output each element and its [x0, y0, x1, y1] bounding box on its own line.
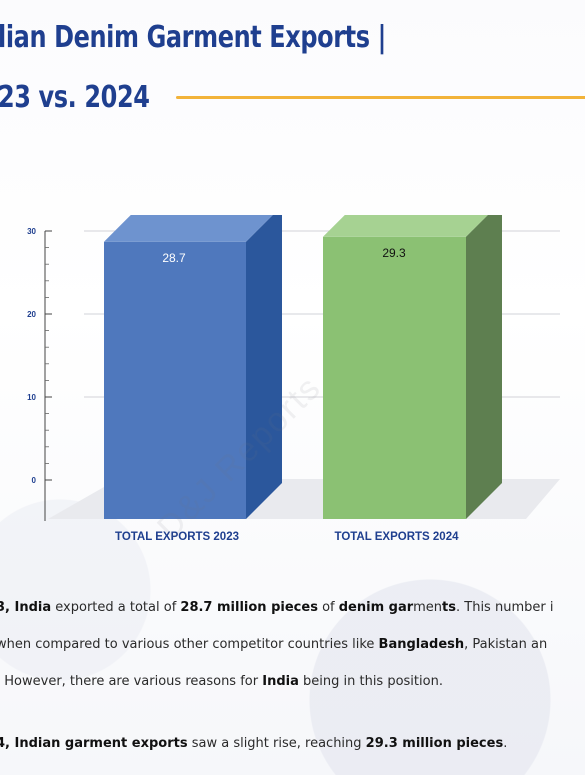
paragraph-1-line-3: . However, there are various reasons for… [0, 674, 443, 689]
page-title-line-2: 23 vs. 2024 [0, 80, 150, 115]
y-tick-label: 30 [27, 227, 36, 236]
page-title-line-1: lian Denim Garment Exports | [0, 20, 386, 55]
paragraph-2-line-1: 4, Indian garment exports saw a slight r… [0, 736, 508, 751]
data-label: 29.3 [382, 246, 406, 260]
bar-side-face [466, 215, 502, 519]
bar-total-exports-2024 [323, 236, 466, 519]
paragraph-1-line-1: 3, India exported a total of 28.7 millio… [0, 600, 554, 615]
title-accent-rule [176, 96, 585, 99]
y-tick-label: 10 [27, 393, 36, 402]
paragraph-1-line-2: when compared to various other competito… [0, 637, 548, 652]
bar-chart: 0 10 20 30 28.7 29.3 TOTAL EXPORTS 2023 TOTAL… [27, 215, 560, 543]
bar-total-exports-2023 [104, 241, 246, 520]
bar-side-face [246, 215, 282, 519]
y-tick-label: 20 [27, 310, 36, 319]
data-label: 28.7 [162, 251, 186, 265]
x-category-label: TOTAL EXPORTS 2023 [115, 531, 239, 543]
bar-top-face [104, 215, 273, 242]
x-category-label: TOTAL EXPORTS 2024 [335, 531, 460, 543]
y-tick-label: 0 [32, 476, 37, 485]
bar-top-face [323, 215, 488, 237]
